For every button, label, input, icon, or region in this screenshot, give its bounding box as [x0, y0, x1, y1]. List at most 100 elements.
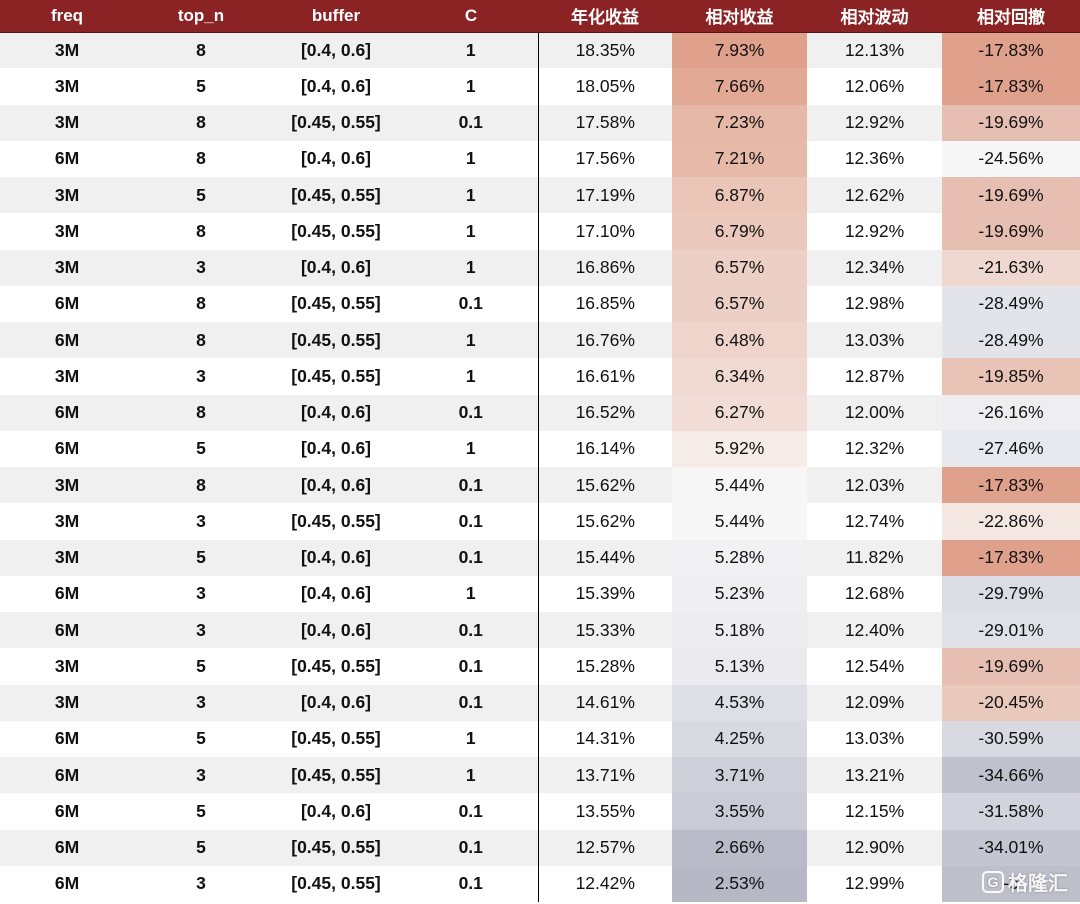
watermark-text: 格隆汇 [1008, 873, 1068, 895]
cell-annual-return: 16.14% [537, 430, 672, 467]
watermark: G 格隆汇 [982, 867, 1068, 896]
table-row: 3M 8 [0.45, 0.55] 1 17.10% 6.79% 12.92% -19.69% [0, 213, 1080, 250]
cell-freq: 6M [0, 865, 134, 902]
cell-relative-return: 3.55% [672, 793, 807, 830]
cell-c: 1 [404, 32, 538, 69]
cell-c: 1 [404, 68, 538, 105]
cell-annual-return: 17.56% [537, 140, 672, 177]
table-row: 3M 3 [0.4, 0.6] 1 16.86% 6.57% 12.34% -21.63% [0, 249, 1080, 286]
cell-top-n: 8 [134, 213, 268, 250]
cell-buffer: [0.45, 0.55] [268, 757, 404, 794]
cell-freq: 3M [0, 104, 134, 141]
cell-top-n: 3 [134, 575, 268, 612]
table-row: 3M 5 [0.45, 0.55] 1 17.19% 6.87% 12.62% -19.69% [0, 177, 1080, 214]
cell-buffer: [0.4, 0.6] [268, 467, 404, 504]
cell-relative-drawdown: -17.83% [942, 32, 1080, 69]
cell-freq: 3M [0, 177, 134, 214]
table-row: 3M 5 [0.4, 0.6] 1 18.05% 7.66% 12.06% -17.83% [0, 68, 1080, 105]
cell-c: 0.1 [404, 829, 538, 866]
cell-buffer: [0.4, 0.6] [268, 684, 404, 721]
cell-c: 1 [404, 358, 538, 395]
cell-relative-return: 7.21% [672, 140, 807, 177]
table-row: 3M 5 [0.4, 0.6] 0.1 15.44% 5.28% 11.82% -17.83% [0, 539, 1080, 576]
cell-relative-volatility: 12.87% [807, 358, 942, 395]
cell-relative-drawdown: -19.85% [942, 358, 1080, 395]
table-row: 6M 3 [0.4, 0.6] 0.1 15.33% 5.18% 12.40% -29.01% [0, 612, 1080, 649]
cell-buffer: [0.4, 0.6] [268, 32, 404, 69]
table-header: freq top_n buffer C 年化收益 相对收益 相对波动 相对回撤 [0, 0, 1080, 33]
cell-top-n: 3 [134, 358, 268, 395]
cell-c: 0.1 [404, 104, 538, 141]
cell-buffer: [0.4, 0.6] [268, 140, 404, 177]
cell-top-n: 5 [134, 430, 268, 467]
cell-annual-return: 18.35% [537, 32, 672, 69]
cell-relative-return: 3.71% [672, 757, 807, 794]
cell-annual-return: 16.86% [537, 249, 672, 286]
col-header-freq: freq [0, 0, 134, 33]
cell-c: 0.1 [404, 285, 538, 322]
col-header-c: C [404, 0, 538, 33]
cell-annual-return: 17.10% [537, 213, 672, 250]
cell-relative-return: 4.25% [672, 720, 807, 757]
cell-buffer: [0.4, 0.6] [268, 612, 404, 649]
watermark-logo-icon: G [982, 870, 1004, 893]
cell-relative-return: 5.92% [672, 430, 807, 467]
table-row: 3M 8 [0.4, 0.6] 1 18.35% 7.93% 12.13% -17.83% [0, 32, 1080, 69]
cell-relative-return: 6.87% [672, 177, 807, 214]
cell-relative-drawdown: -17.83% [942, 68, 1080, 105]
col-header-relative-drawdown: 相对回撤 [942, 0, 1080, 33]
cell-freq: 6M [0, 322, 134, 359]
cell-c: 1 [404, 575, 538, 612]
cell-top-n: 8 [134, 32, 268, 69]
col-header-top-n: top_n [134, 0, 268, 33]
cell-relative-volatility: 12.90% [807, 829, 942, 866]
table-body: 3M 8 [0.4, 0.6] 1 18.35% 7.93% 12.13% -17.83% 3M… [0, 32, 1080, 902]
cell-annual-return: 15.33% [537, 612, 672, 649]
cell-relative-drawdown: -24.56% [942, 140, 1080, 177]
cell-relative-drawdown: -29.79% [942, 575, 1080, 612]
cell-c: 1 [404, 757, 538, 794]
cell-relative-return: 2.66% [672, 829, 807, 866]
cell-relative-drawdown: -19.69% [942, 648, 1080, 685]
cell-buffer: [0.45, 0.55] [268, 865, 404, 902]
cell-top-n: 5 [134, 793, 268, 830]
cell-buffer: [0.4, 0.6] [268, 394, 404, 431]
cell-buffer: [0.4, 0.6] [268, 430, 404, 467]
table-row: 3M 3 [0.4, 0.6] 0.1 14.61% 4.53% 12.09% -20.45% [0, 684, 1080, 721]
table-row: 6M 3 [0.45, 0.55] 1 13.71% 3.71% 13.21% -34.66% [0, 757, 1080, 794]
cell-relative-drawdown: -17.83% [942, 467, 1080, 504]
cell-annual-return: 12.57% [537, 829, 672, 866]
cell-relative-drawdown: -19.69% [942, 177, 1080, 214]
cell-freq: 3M [0, 684, 134, 721]
table-row: 3M 5 [0.45, 0.55] 0.1 15.28% 5.13% 12.54% -19.6… [0, 648, 1080, 685]
cell-buffer: [0.4, 0.6] [268, 793, 404, 830]
cell-annual-return: 13.55% [537, 793, 672, 830]
cell-freq: 6M [0, 612, 134, 649]
cell-relative-drawdown: -29.01% [942, 612, 1080, 649]
cell-annual-return: 16.76% [537, 322, 672, 359]
table-row: 3M 8 [0.4, 0.6] 0.1 15.62% 5.44% 12.03% -17.83% [0, 467, 1080, 504]
cell-top-n: 3 [134, 865, 268, 902]
cell-relative-return: 5.18% [672, 612, 807, 649]
cell-c: 0.1 [404, 684, 538, 721]
cell-top-n: 5 [134, 539, 268, 576]
cell-c: 0.1 [404, 793, 538, 830]
cell-buffer: [0.4, 0.6] [268, 575, 404, 612]
cell-top-n: 3 [134, 503, 268, 540]
cell-annual-return: 18.05% [537, 68, 672, 105]
cell-freq: 6M [0, 285, 134, 322]
cell-annual-return: 17.19% [537, 177, 672, 214]
cell-freq: 3M [0, 68, 134, 105]
cell-top-n: 8 [134, 467, 268, 504]
table-row: 6M 3 [0.45, 0.55] 0.1 12.42% 2.53% 12.99% -3 [0, 865, 1080, 902]
cell-top-n: 8 [134, 322, 268, 359]
cell-relative-drawdown: -34.66% [942, 757, 1080, 794]
cell-relative-volatility: 12.40% [807, 612, 942, 649]
cell-annual-return: 15.62% [537, 503, 672, 540]
cell-freq: 6M [0, 793, 134, 830]
cell-top-n: 5 [134, 177, 268, 214]
cell-relative-volatility: 12.13% [807, 32, 942, 69]
table-row: 6M 5 [0.45, 0.55] 1 14.31% 4.25% 13.03% -30.59% [0, 720, 1080, 757]
cell-c: 0.1 [404, 612, 538, 649]
cell-relative-drawdown: -21.63% [942, 249, 1080, 286]
